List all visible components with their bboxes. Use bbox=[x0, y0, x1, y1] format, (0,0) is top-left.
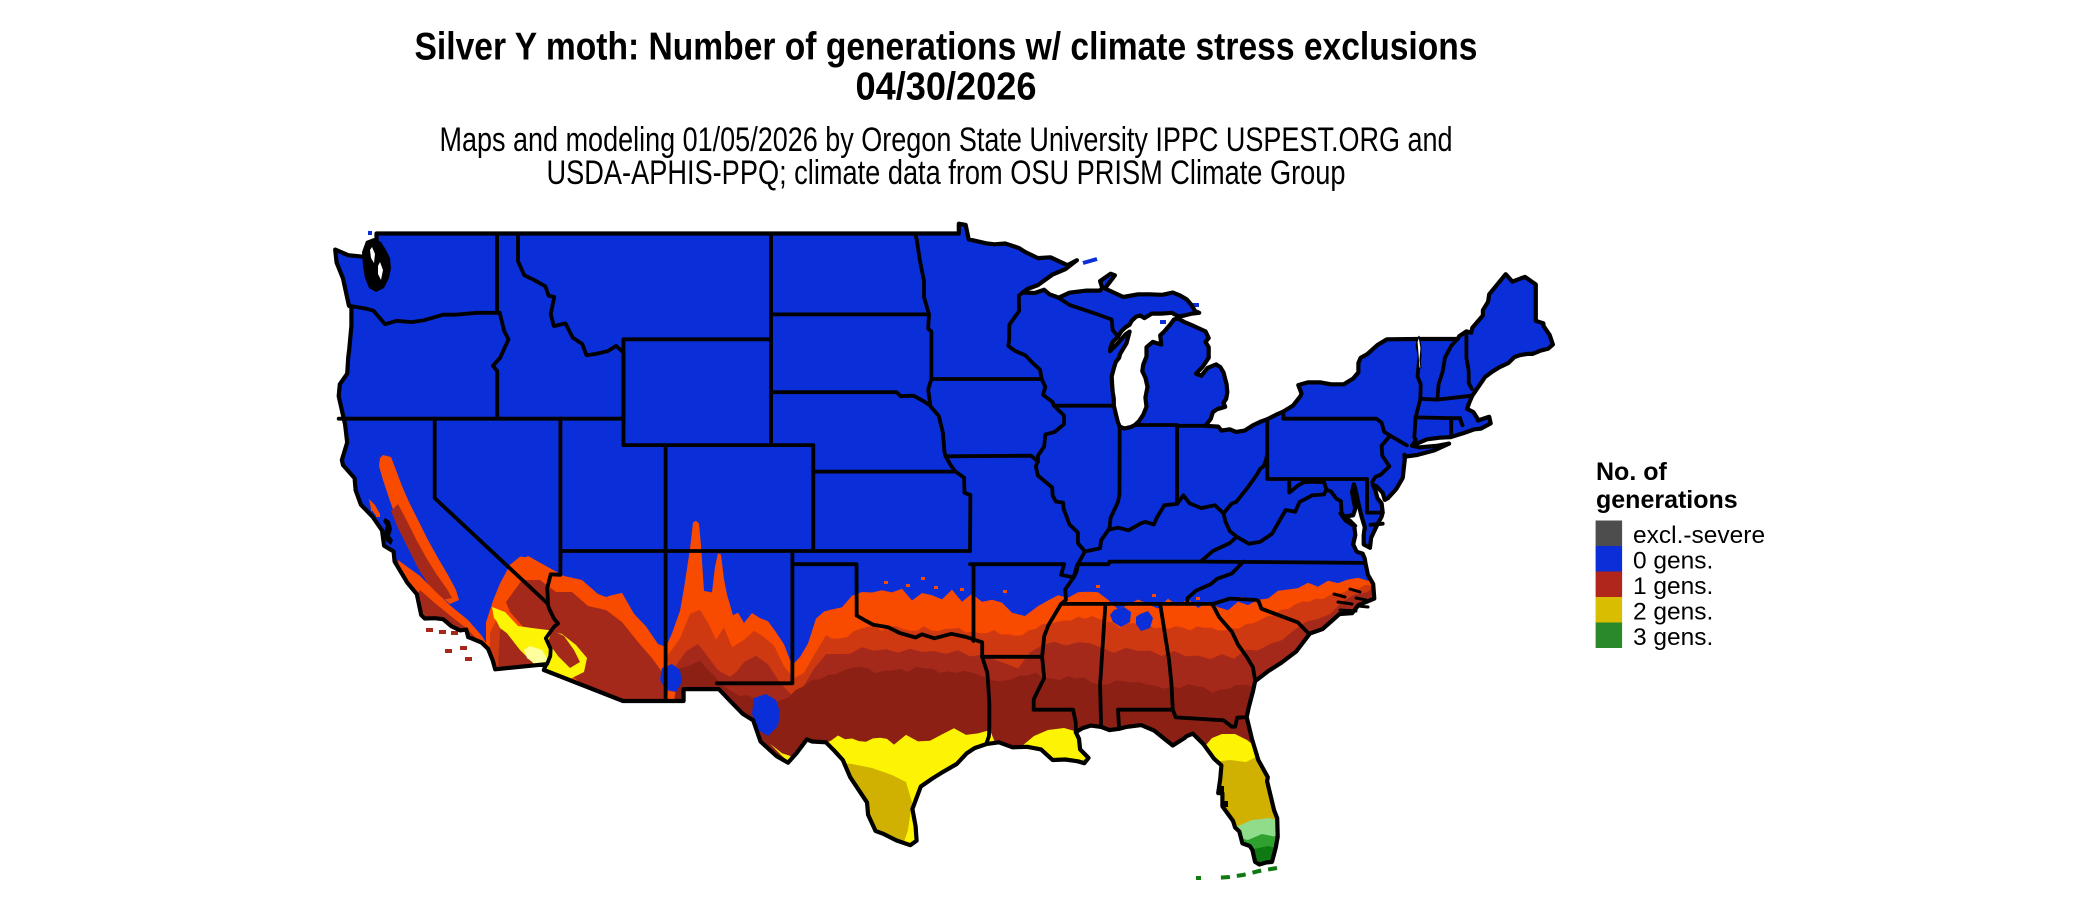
svg-text:generations: generations bbox=[1596, 486, 1738, 514]
svg-text:USDA-APHIS-PPQ; climate data f: USDA-APHIS-PPQ; climate data from OSU PR… bbox=[547, 154, 1346, 192]
svg-text:3 gens.: 3 gens. bbox=[1633, 624, 1713, 651]
svg-text:1 gens.: 1 gens. bbox=[1633, 573, 1713, 600]
svg-text:Silver Y moth: Number of gener: Silver Y moth: Number of generations w/ … bbox=[415, 26, 1478, 69]
svg-text:0 gens.: 0 gens. bbox=[1633, 547, 1713, 574]
svg-text:Maps and modeling 01/05/2026 b: Maps and modeling 01/05/2026 by Oregon S… bbox=[440, 121, 1453, 159]
svg-text:2 gens.: 2 gens. bbox=[1633, 598, 1713, 625]
svg-text:No. of: No. of bbox=[1596, 458, 1667, 486]
svg-text:excl.-severe: excl.-severe bbox=[1633, 522, 1765, 549]
svg-text:04/30/2026: 04/30/2026 bbox=[856, 66, 1037, 109]
